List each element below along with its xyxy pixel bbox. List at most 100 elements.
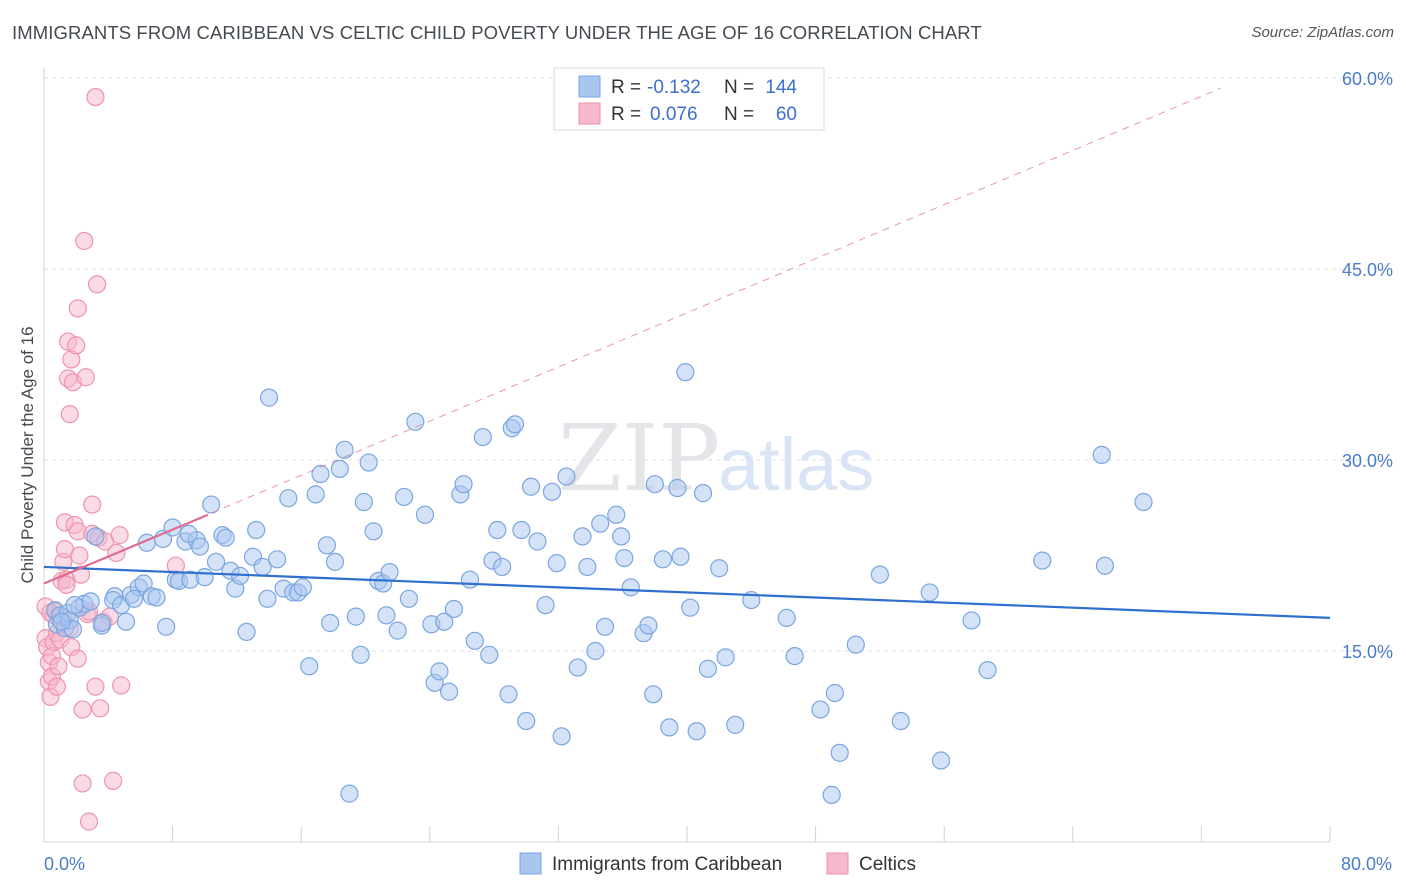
celtics-point-32 — [68, 649, 87, 668]
caribbean-point-148 — [124, 589, 144, 608]
caribbean-point-120 — [676, 363, 695, 382]
caribbean-point-122 — [687, 722, 706, 741]
caribbean-point-82 — [454, 475, 473, 494]
y-tick-label-1: 30.0% — [1342, 451, 1393, 471]
caribbean-point-108 — [607, 505, 626, 524]
caribbean-point-114 — [644, 685, 663, 704]
caribbean-point-140 — [962, 611, 981, 630]
caribbean-point-45 — [259, 388, 279, 407]
y-tick-label-2: 45.0% — [1342, 260, 1393, 280]
caribbean-point-138 — [920, 583, 939, 602]
legend-r-label-caribbean: R = — [611, 77, 641, 98]
caribbean-point-137 — [891, 711, 910, 731]
caribbean-point-149 — [179, 524, 198, 543]
celtics-trend-extension — [43, 87, 1221, 584]
y-tick-label-0: 15.0% — [1342, 642, 1393, 662]
caribbean-point-107 — [595, 617, 615, 636]
caribbean-point-57 — [325, 552, 345, 571]
legend-n-label-celtics: N = — [724, 104, 754, 125]
caribbean-point-92 — [505, 415, 525, 434]
caribbean-point-61 — [346, 607, 365, 626]
legend-r-value-celtics: 0.076 — [650, 104, 698, 125]
legend-n-value-caribbean: 144 — [765, 77, 797, 98]
caribbean-point-103 — [573, 527, 592, 546]
celtics-point-39 — [76, 368, 95, 387]
y-tick-labels: 15.0% 30.0% 45.0% 60.0% — [1342, 69, 1393, 662]
caribbean-point-98 — [542, 482, 562, 501]
caribbean-point-143 — [1092, 445, 1111, 465]
source-label: Source: ZipAtlas.com — [1251, 24, 1394, 41]
caribbean-point-100 — [552, 727, 571, 746]
celtics-point-37 — [73, 700, 92, 719]
caribbean-point-48 — [279, 489, 298, 508]
caribbean-point-127 — [726, 715, 745, 734]
caribbean-point-133 — [825, 683, 844, 703]
celtics-point-13 — [49, 657, 68, 676]
caribbean-point-146 — [52, 612, 71, 631]
legend-r-value-caribbean: -0.132 — [647, 77, 701, 98]
caribbean-point-80 — [444, 599, 464, 619]
caribbean-point-131 — [811, 700, 830, 719]
bottom-legend-swatch-caribbean — [519, 852, 542, 875]
caribbean-point-117 — [660, 718, 679, 737]
celtics-point-46 — [86, 87, 105, 107]
caribbean-point-64 — [359, 453, 378, 472]
caribbean-point-79 — [439, 682, 459, 701]
caribbean-point-134 — [830, 743, 849, 762]
caribbean-point-74 — [415, 505, 435, 524]
celtics-point-24 — [60, 405, 79, 424]
caribbean-point-22 — [147, 588, 166, 607]
caribbean-point-34 — [206, 552, 226, 571]
caribbean-point-124 — [698, 659, 717, 678]
legend-swatch-caribbean — [578, 75, 601, 98]
legend-swatch-celtics — [578, 102, 601, 125]
caribbean-point-110 — [615, 548, 634, 568]
celtics-point-45 — [86, 677, 105, 696]
bottom-legend-label-celtics: Celtics — [859, 854, 916, 875]
caribbean-point-142 — [1033, 551, 1052, 570]
caribbean-point-139 — [931, 751, 951, 770]
celtics-point-56 — [112, 676, 131, 695]
caribbean-point-85 — [473, 427, 492, 447]
caribbean-points — [46, 363, 1153, 804]
caribbean-point-84 — [465, 631, 484, 650]
caribbean-point-101 — [557, 467, 576, 486]
caribbean-point-77 — [430, 662, 449, 681]
chart-title: IMMIGRANTS FROM CARIBBEAN VS CELTIC CHIL… — [12, 22, 982, 43]
caribbean-point-60 — [340, 784, 359, 803]
legend-n-value-celtics: 60 — [776, 104, 797, 125]
caribbean-point-73 — [406, 412, 425, 431]
caribbean-point-102 — [568, 658, 587, 677]
celtics-point-31 — [68, 299, 87, 318]
celtics-point-49 — [91, 699, 110, 718]
caribbean-point-144 — [1095, 556, 1115, 575]
caribbean-point-113 — [639, 616, 658, 635]
caribbean-point-95 — [521, 477, 541, 496]
celtics-point-44 — [83, 495, 102, 514]
caribbean-point-115 — [645, 475, 664, 494]
caribbean-point-123 — [693, 484, 713, 503]
caribbean-point-68 — [377, 606, 396, 625]
celtics-point-47 — [87, 275, 107, 294]
caribbean-point-99 — [547, 554, 566, 573]
caribbean-point-97 — [536, 596, 555, 615]
celtics-point-12 — [47, 677, 66, 696]
trend-lines — [43, 87, 1331, 619]
caribbean-point-63 — [354, 492, 373, 512]
caribbean-point-94 — [517, 711, 536, 731]
caribbean-point-126 — [716, 648, 735, 667]
caribbean-point-70 — [388, 621, 407, 640]
caribbean-point-119 — [671, 547, 690, 566]
celtics-trend-line — [43, 513, 209, 585]
caribbean-point-46 — [267, 550, 287, 569]
caribbean-point-88 — [488, 520, 507, 540]
caribbean-point-145 — [1134, 492, 1153, 512]
caribbean-point-31 — [190, 537, 210, 556]
caribbean-point-54 — [311, 464, 330, 484]
caribbean-point-12 — [86, 527, 105, 546]
caribbean-point-104 — [578, 557, 597, 577]
caribbean-point-130 — [785, 646, 804, 666]
caribbean-point-65 — [364, 522, 383, 541]
caribbean-point-9 — [81, 592, 100, 611]
caribbean-point-55 — [317, 536, 337, 555]
